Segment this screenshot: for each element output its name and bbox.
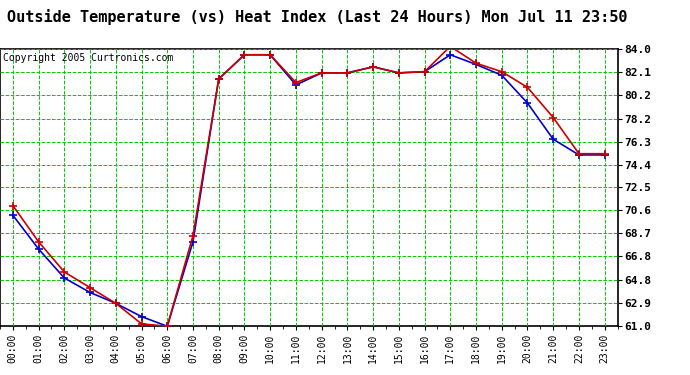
Text: Outside Temperature (vs) Heat Index (Last 24 Hours) Mon Jul 11 23:50: Outside Temperature (vs) Heat Index (Las… <box>7 9 628 26</box>
Text: Copyright 2005 Curtronics.com: Copyright 2005 Curtronics.com <box>3 53 173 63</box>
